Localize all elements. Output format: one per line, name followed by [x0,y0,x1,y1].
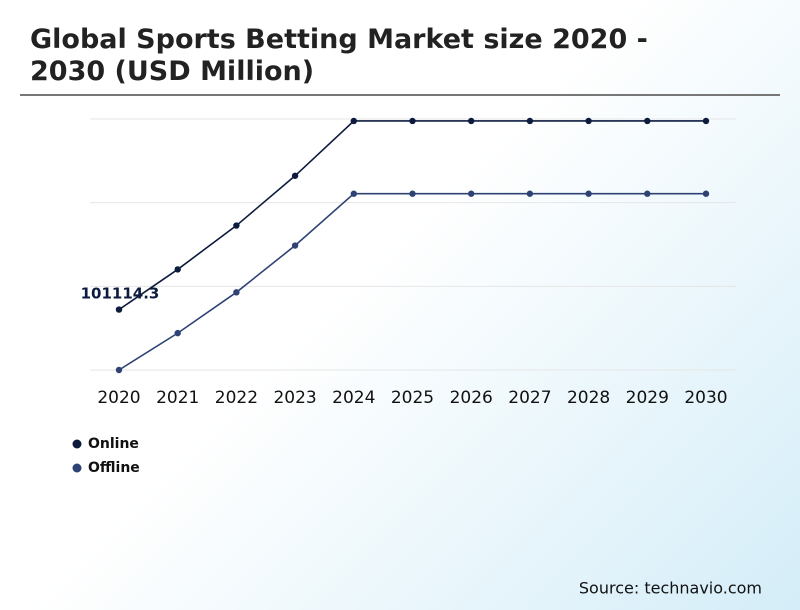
data-point [702,190,710,197]
data-point [526,117,534,125]
x-tick-label: 2022 [215,388,258,408]
legend-marker [72,439,82,449]
data-point [644,117,651,125]
legend-label: Online [88,436,139,452]
data-point [409,190,416,197]
legend-label: Offline [88,460,140,476]
x-tick-label: 2028 [567,388,610,408]
data-point [233,289,240,296]
data-point [468,117,475,125]
data-point [291,172,299,179]
data-point [409,117,416,125]
series-line [118,120,706,311]
data-point [233,222,240,229]
data-point [644,190,651,197]
data-point [115,306,123,313]
data-point [174,266,181,273]
x-tick-label: 2026 [450,388,493,408]
x-tick-label: 2020 [97,388,140,408]
x-tick-label: 2023 [273,388,316,408]
x-tick-label: 2030 [684,388,727,408]
data-point [350,117,357,125]
data-point [468,190,475,197]
data-point [291,242,299,249]
x-tick-label: 2021 [156,388,199,408]
data-point [585,117,592,125]
source: Source: technavio.com [579,579,762,598]
series-line [118,192,706,371]
data-point [702,117,710,125]
data-point [115,366,123,374]
data-point [585,190,592,197]
data-point [526,190,534,197]
title-rule [20,94,780,96]
x-tick-label: 2029 [626,388,669,408]
data-point [350,190,357,197]
value-label: 101114.3 [81,285,160,303]
x-tick-label: 2025 [391,388,434,408]
data-point [174,329,181,337]
legend-marker [72,463,82,473]
chart-title: Global Sports Betting Market size 2020 -… [30,24,648,87]
x-tick-label: 2027 [508,388,551,408]
x-tick-label: 2024 [332,388,375,408]
